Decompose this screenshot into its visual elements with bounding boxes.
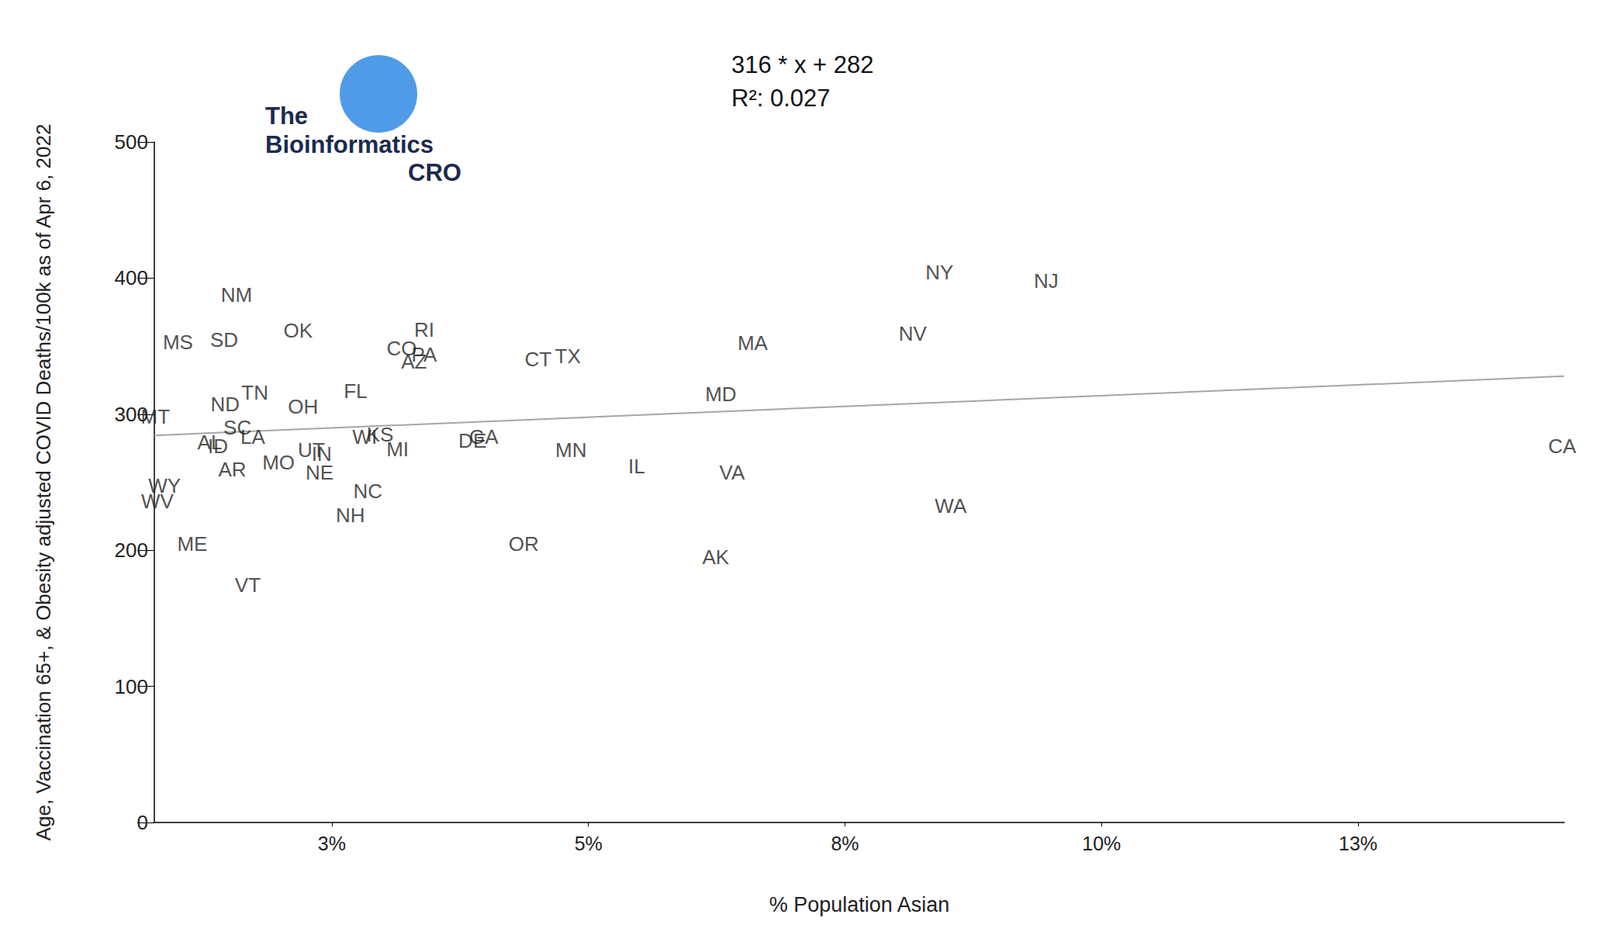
svg-text:FL: FL — [343, 379, 367, 403]
svg-text:IN: IN — [311, 442, 332, 466]
svg-text:CO: CO — [386, 336, 417, 360]
svg-text:100: 100 — [114, 674, 149, 699]
svg-text:0: 0 — [137, 810, 149, 834]
svg-text:400: 400 — [114, 266, 149, 290]
svg-text:AR: AR — [217, 457, 246, 481]
svg-text:MO: MO — [262, 450, 295, 474]
svg-text:RI: RI — [414, 317, 435, 342]
svg-text:ME: ME — [176, 532, 208, 556]
svg-text:AL: AL — [197, 430, 223, 454]
svg-text:Bioinformatics: Bioinformatics — [265, 131, 434, 159]
svg-text:NE: NE — [305, 460, 334, 484]
svg-text:MD: MD — [704, 382, 737, 406]
svg-text:OK: OK — [283, 318, 313, 343]
svg-text:Age, Vaccination 65+, & Obesit: Age, Vaccination 65+, & Obesity adjusted… — [31, 124, 56, 841]
svg-text:13%: 13% — [1338, 832, 1378, 854]
svg-text:WI: WI — [352, 424, 378, 449]
svg-text:NH: NH — [335, 503, 366, 527]
svg-text:CA: CA — [1548, 434, 1577, 458]
svg-text:10%: 10% — [1081, 832, 1121, 854]
svg-text:316 * x + 282: 316 * x + 282 — [731, 51, 875, 79]
svg-text:TN: TN — [241, 380, 269, 405]
svg-text:R²: 0.027: R²: 0.027 — [731, 84, 831, 112]
svg-text:MS: MS — [162, 330, 194, 354]
svg-text:NY: NY — [925, 260, 954, 284]
svg-text:NV: NV — [898, 321, 928, 346]
svg-text:OR: OR — [508, 532, 540, 556]
svg-text:200: 200 — [114, 538, 149, 562]
svg-text:5%: 5% — [574, 832, 603, 854]
svg-text:SC: SC — [223, 415, 252, 440]
svg-text:NJ: NJ — [1033, 269, 1059, 293]
svg-text:AZ: AZ — [400, 349, 427, 374]
svg-text:VT: VT — [234, 573, 261, 597]
svg-text:WV: WV — [141, 489, 175, 513]
svg-text:3%: 3% — [317, 832, 346, 854]
svg-text:WY: WY — [148, 473, 181, 498]
svg-text:DE: DE — [458, 428, 487, 453]
svg-text:% Population Asian: % Population Asian — [769, 892, 951, 916]
svg-text:IL: IL — [628, 454, 646, 478]
svg-text:WA: WA — [934, 494, 968, 518]
svg-text:8%: 8% — [830, 832, 859, 854]
svg-text:MT: MT — [141, 404, 171, 429]
svg-text:300: 300 — [114, 402, 149, 426]
svg-text:MA: MA — [737, 331, 769, 355]
svg-text:AK: AK — [701, 545, 730, 569]
svg-text:CT: CT — [525, 347, 553, 371]
svg-text:SD: SD — [210, 328, 239, 352]
svg-text:MN: MN — [555, 438, 587, 462]
svg-text:KS: KS — [366, 422, 394, 447]
svg-text:NM: NM — [221, 283, 253, 307]
svg-text:CRO: CRO — [407, 158, 462, 187]
svg-text:OH: OH — [287, 394, 318, 419]
svg-text:TX: TX — [555, 344, 581, 368]
svg-text:500: 500 — [114, 130, 149, 154]
svg-text:NC: NC — [352, 479, 383, 503]
svg-text:VA: VA — [719, 460, 746, 484]
svg-text:ND: ND — [210, 392, 241, 416]
svg-text:LA: LA — [240, 425, 266, 449]
svg-text:MI: MI — [386, 437, 409, 461]
svg-text:The: The — [265, 102, 308, 130]
